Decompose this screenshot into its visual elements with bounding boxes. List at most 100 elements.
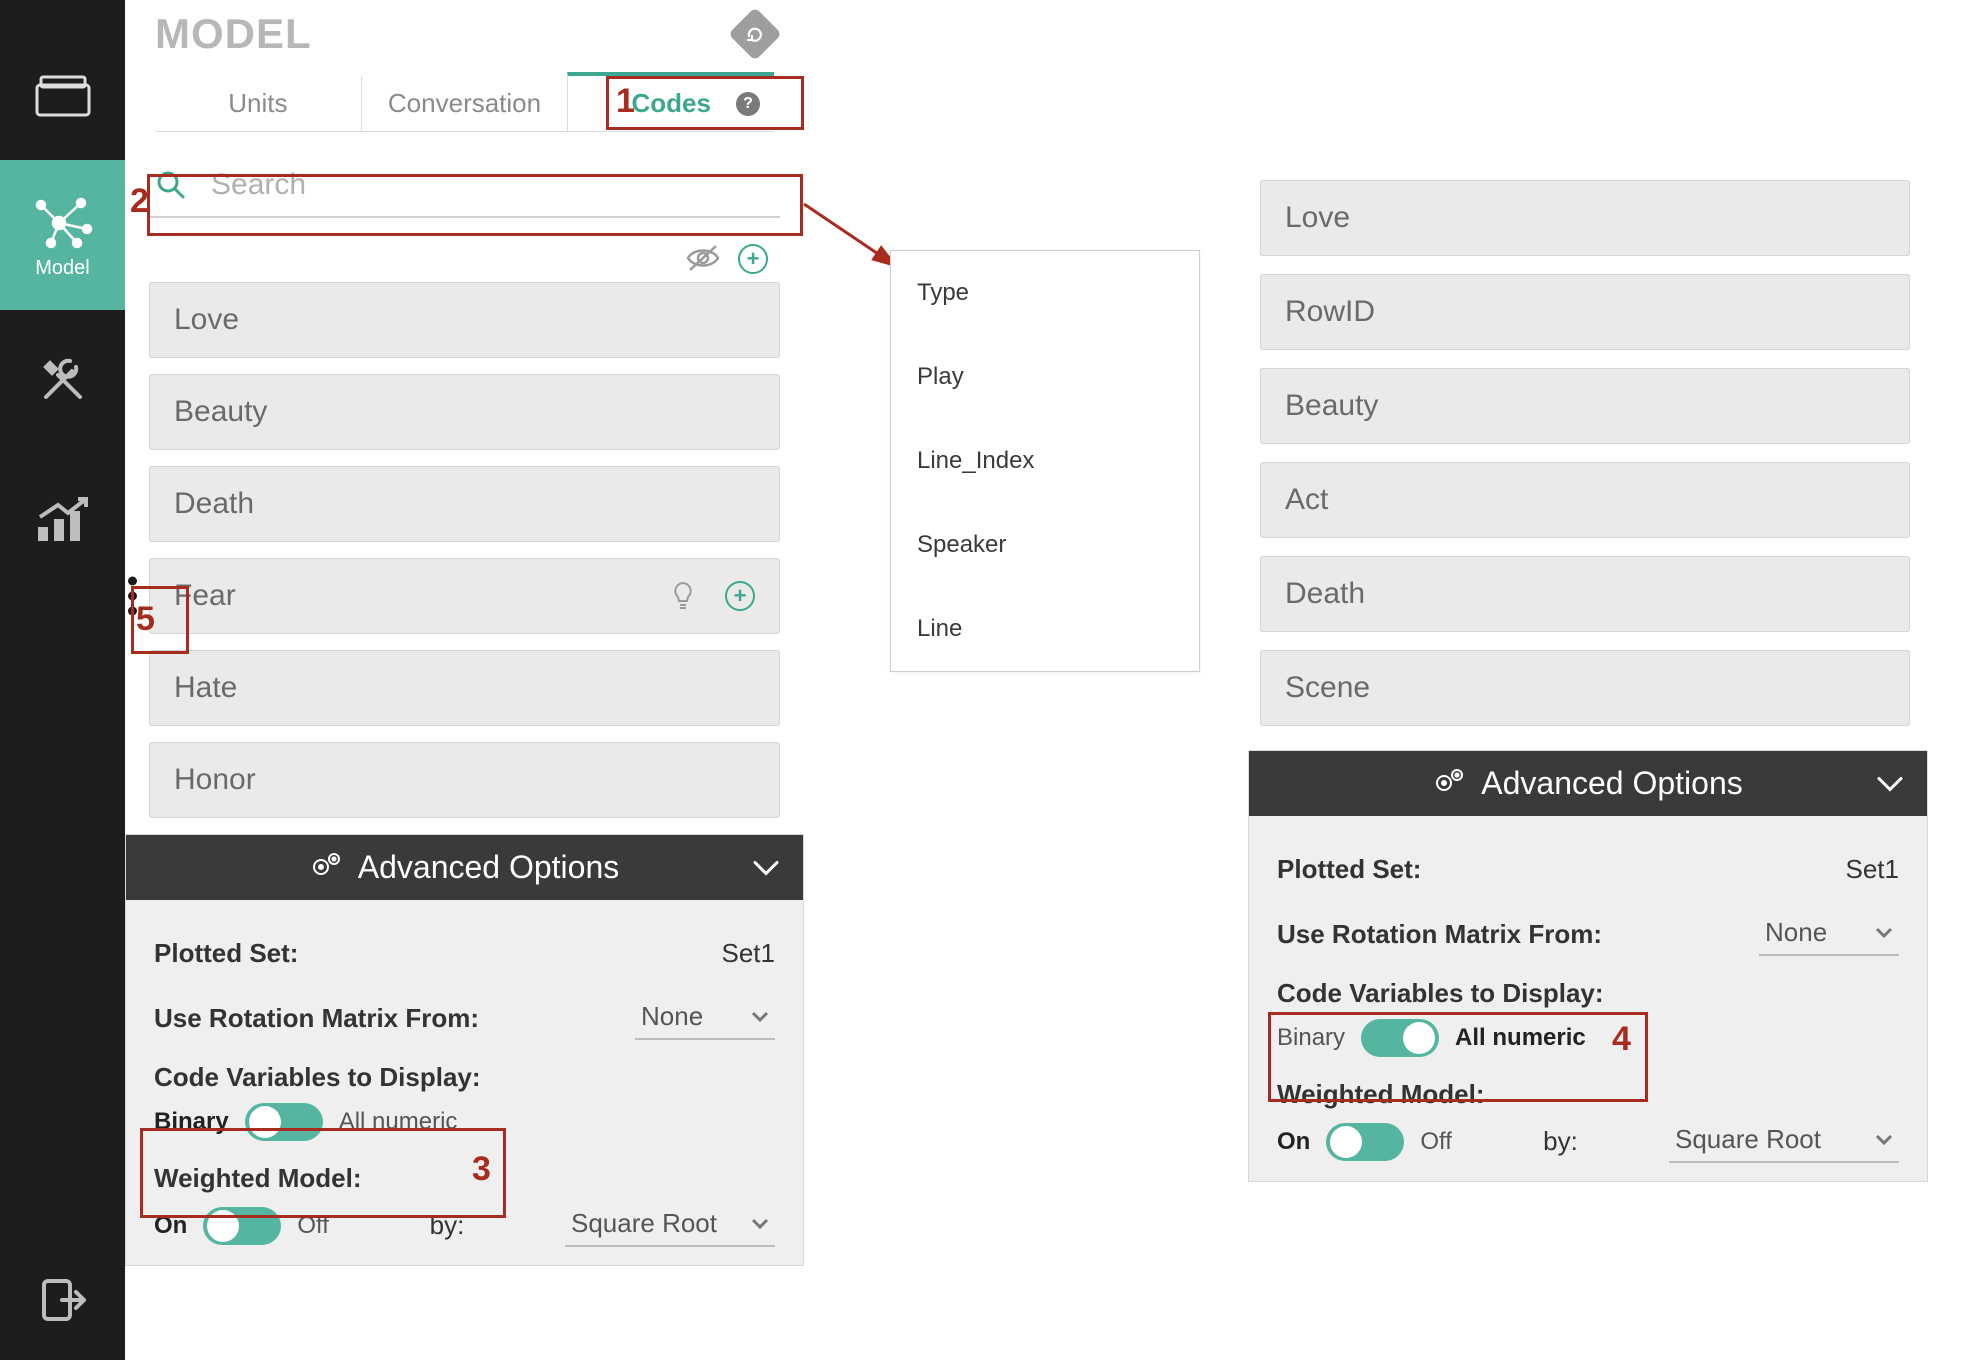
plotted-set-label: Plotted Set: (154, 938, 298, 969)
page-title: MODEL (155, 10, 312, 58)
code-item[interactable]: RowID (1260, 274, 1910, 350)
dropdown-label: Line_Index (917, 447, 1034, 474)
dropdown-item[interactable]: Speaker (891, 503, 1199, 587)
code-label: Fear (174, 579, 236, 613)
tab-conversation[interactable]: Conversation (361, 76, 568, 131)
code-label: Honor (174, 763, 256, 797)
briefcase-icon (35, 73, 91, 117)
tab-label: Codes (631, 88, 710, 118)
gears-icon (310, 849, 344, 886)
code-item-beauty[interactable]: Beauty (149, 374, 780, 450)
code-item-love[interactable]: Love (149, 282, 780, 358)
add-icon[interactable]: + (725, 581, 755, 611)
add-code-button[interactable]: + (738, 244, 768, 274)
toggle-opt-on: On (1277, 1128, 1310, 1156)
select-value: Square Root (1675, 1124, 1821, 1155)
network-icon (31, 191, 95, 251)
nav-item-analytics[interactable] (0, 450, 125, 590)
nav-sidebar: Model (0, 0, 125, 1360)
by-select[interactable]: Square Root (565, 1204, 775, 1247)
code-label: Love (174, 303, 239, 337)
dropdown-label: Speaker (917, 531, 1006, 558)
code-label: Beauty (174, 395, 267, 429)
code-label: Death (174, 487, 254, 521)
code-item[interactable]: Scene (1260, 650, 1910, 726)
help-icon[interactable]: ? (736, 92, 760, 116)
rotation-label: Use Rotation Matrix From: (1277, 919, 1602, 950)
toggle-opt-off: Off (297, 1212, 329, 1240)
code-label: Hate (174, 671, 237, 705)
redirect-icon[interactable] (728, 7, 782, 61)
toggle-opt-binary: Binary (1277, 1024, 1345, 1052)
caret-down-icon (751, 1218, 769, 1230)
tools-icon (36, 353, 90, 407)
weighted-toggle[interactable] (203, 1207, 281, 1245)
select-value: None (641, 1001, 703, 1032)
toggle-opt-on: On (154, 1212, 187, 1240)
code-item-fear[interactable]: Fear + (149, 558, 780, 634)
tab-label: Conversation (388, 88, 541, 118)
select-value: Square Root (571, 1208, 717, 1239)
weighted-toggle-group: On Off (154, 1207, 329, 1245)
tab-units[interactable]: Units (155, 76, 361, 131)
advanced-options-title: Advanced Options (1481, 765, 1743, 802)
dropdown-label: Type (917, 279, 969, 306)
code-item[interactable]: Act (1260, 462, 1910, 538)
lightbulb-icon[interactable] (671, 581, 695, 611)
weighted-toggle[interactable] (1326, 1123, 1404, 1161)
caret-down-icon (1875, 927, 1893, 939)
nav-item-tools[interactable] (0, 310, 125, 450)
search-row (149, 162, 780, 218)
caret-down-icon (751, 1011, 769, 1023)
dropdown-item[interactable]: Line_Index (891, 419, 1199, 503)
code-item[interactable]: Love (1260, 180, 1910, 256)
dropdown-item[interactable]: Type (891, 251, 1199, 335)
code-label: Death (1285, 577, 1365, 611)
by-select[interactable]: Square Root (1669, 1120, 1899, 1163)
tab-codes[interactable]: Codes ? (567, 72, 774, 131)
code-label: Beauty (1285, 389, 1378, 423)
codevars-toggle[interactable] (245, 1103, 323, 1141)
right-code-list: Love RowID Beauty Act Death Scene (1260, 180, 1910, 744)
code-list: Love Beauty Death Fear + Hate Honor (125, 282, 804, 818)
dropdown-label: Play (917, 363, 964, 390)
code-item[interactable]: Beauty (1260, 368, 1910, 444)
codevars-label: Code Variables to Display: (1277, 970, 1899, 1019)
advanced-options-header[interactable]: Advanced Options (1249, 751, 1927, 816)
dropdown-item[interactable]: Play (891, 335, 1199, 419)
code-item[interactable]: Death (1260, 556, 1910, 632)
codevars-toggle-group: Binary All numeric (1277, 1019, 1899, 1057)
nav-label: Model (35, 257, 89, 280)
code-item-hate[interactable]: Hate (149, 650, 780, 726)
visibility-off-icon[interactable] (686, 244, 720, 272)
code-item-death[interactable]: Death (149, 466, 780, 542)
advanced-options-panel-right: Advanced Options Plotted Set: Set1 Use R… (1248, 750, 1928, 1182)
rotation-select[interactable]: None (1759, 913, 1899, 956)
nav-item-model[interactable]: Model (0, 160, 125, 310)
code-item-honor[interactable]: Honor (149, 742, 780, 818)
nav-item-files[interactable] (0, 30, 125, 160)
gears-icon (1433, 765, 1467, 802)
dropdown-item[interactable]: Line (891, 587, 1199, 671)
codevars-toggle-group: Binary All numeric (154, 1103, 775, 1141)
weighted-label: Weighted Model: (154, 1163, 775, 1204)
code-label: Love (1285, 201, 1350, 235)
code-label: Scene (1285, 671, 1370, 705)
rotation-select[interactable]: None (635, 997, 775, 1040)
chevron-down-icon (1875, 765, 1905, 802)
code-label: Act (1285, 483, 1328, 517)
advanced-options-panel: Advanced Options Plotted Set: Set1 Use R… (125, 834, 804, 1266)
drag-handle-icon[interactable] (128, 577, 137, 616)
weighted-toggle-group: On Off (1277, 1123, 1452, 1161)
advanced-options-header[interactable]: Advanced Options (126, 835, 803, 900)
advanced-options-title: Advanced Options (358, 849, 620, 886)
codevars-toggle[interactable] (1361, 1019, 1439, 1057)
search-icon (155, 169, 187, 201)
chevron-down-icon (751, 849, 781, 886)
rotation-label: Use Rotation Matrix From: (154, 1003, 479, 1034)
search-input[interactable] (211, 168, 774, 202)
nav-item-exit[interactable] (0, 1240, 125, 1360)
tab-row: Units Conversation Codes ? (155, 76, 774, 132)
toggle-opt-binary: Binary (154, 1108, 229, 1136)
chart-up-icon (34, 495, 92, 545)
